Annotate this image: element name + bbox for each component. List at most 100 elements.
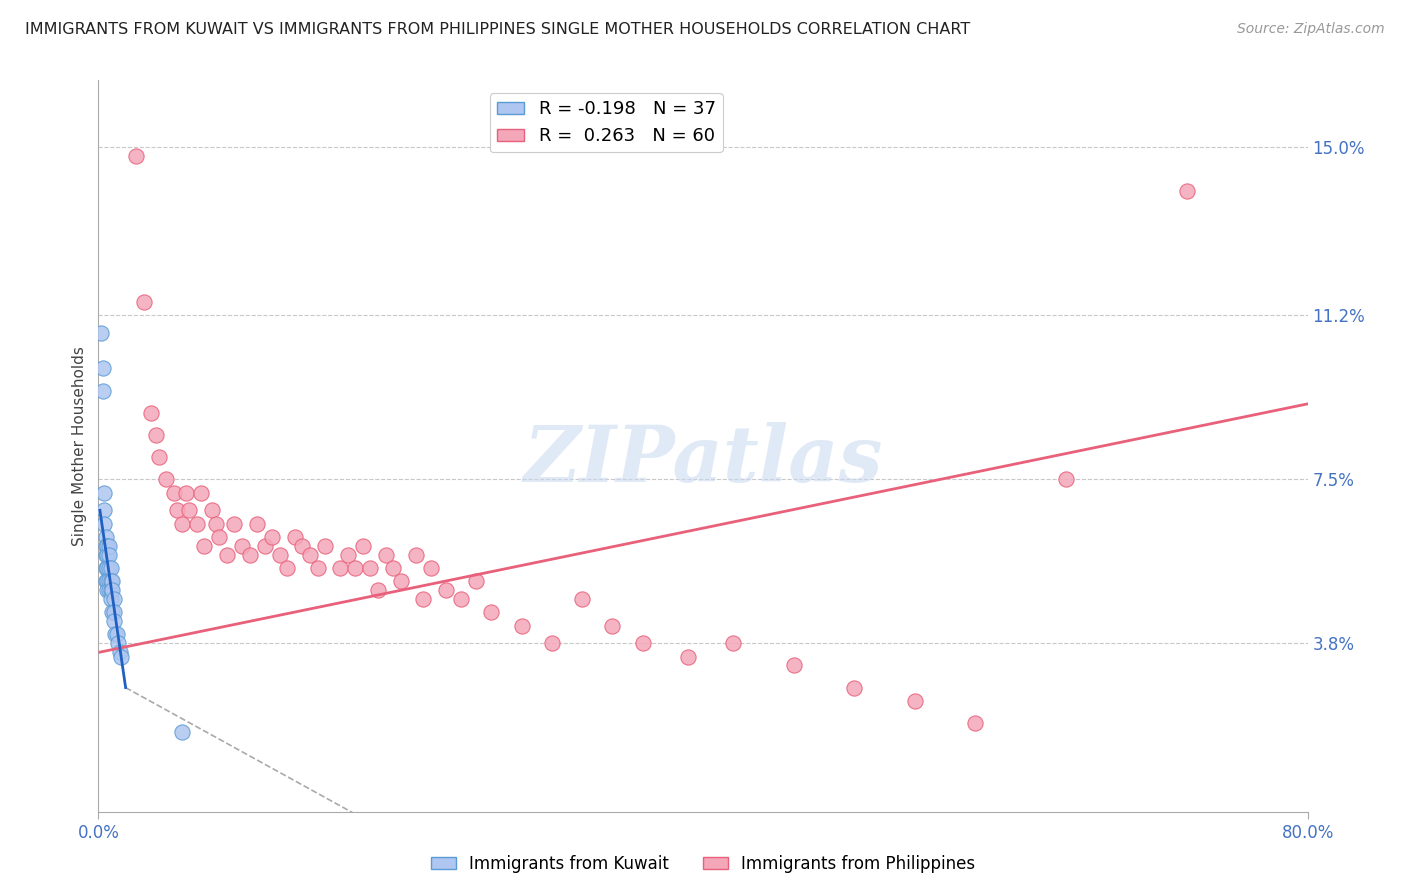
Point: [132, 294, 155, 309]
Point: [631, 636, 654, 650]
Point: [186, 516, 208, 531]
Point: [367, 583, 389, 598]
Point: [125, 148, 148, 162]
Point: [94, 561, 117, 575]
Point: [100, 561, 122, 575]
Point: [276, 561, 298, 575]
Point: [723, 636, 745, 650]
Point: [269, 548, 291, 562]
Point: [174, 485, 197, 500]
Point: [103, 614, 125, 628]
Point: [91, 361, 114, 376]
Point: [179, 503, 201, 517]
Point: [1175, 184, 1198, 198]
Point: [231, 539, 253, 553]
Point: [201, 503, 224, 517]
Point: [155, 472, 177, 486]
Point: [110, 649, 132, 664]
Point: [108, 645, 131, 659]
Text: IMMIGRANTS FROM KUWAIT VS IMMIGRANTS FROM PHILIPPINES SINGLE MOTHER HOUSEHOLDS C: IMMIGRANTS FROM KUWAIT VS IMMIGRANTS FRO…: [25, 22, 970, 37]
Point: [163, 485, 186, 500]
Point: [148, 450, 170, 464]
Point: [299, 548, 322, 562]
Point: [96, 548, 118, 562]
Point: [91, 384, 114, 398]
Point: [329, 561, 352, 575]
Point: [208, 530, 231, 544]
Point: [96, 574, 118, 589]
Legend: R = -0.198   N = 37, R =  0.263   N = 60: R = -0.198 N = 37, R = 0.263 N = 60: [489, 93, 723, 153]
Point: [170, 725, 193, 739]
Point: [336, 548, 359, 562]
Point: [98, 561, 121, 575]
Point: [510, 618, 533, 632]
Text: Source: ZipAtlas.com: Source: ZipAtlas.com: [1237, 22, 1385, 37]
Point: [676, 649, 699, 664]
Point: [101, 574, 124, 589]
Point: [93, 485, 115, 500]
Point: [98, 539, 121, 553]
Point: [571, 591, 593, 606]
Point: [170, 516, 193, 531]
Point: [344, 561, 367, 575]
Point: [101, 605, 124, 619]
Point: [374, 548, 396, 562]
Point: [481, 605, 503, 619]
Point: [389, 574, 412, 589]
Point: [360, 561, 382, 575]
Point: [98, 548, 121, 562]
Point: [100, 583, 122, 598]
Point: [405, 548, 427, 562]
Point: [101, 583, 124, 598]
Point: [205, 516, 228, 531]
Point: [93, 516, 115, 531]
Point: [239, 548, 262, 562]
Point: [190, 485, 212, 500]
Point: [94, 530, 117, 544]
Point: [382, 561, 405, 575]
Point: [253, 539, 276, 553]
Point: [145, 428, 167, 442]
Point: [103, 605, 125, 619]
Point: [193, 539, 215, 553]
Point: [94, 539, 117, 553]
Point: [412, 591, 434, 606]
Point: [96, 561, 118, 575]
Point: [783, 658, 806, 673]
Point: [94, 548, 117, 562]
Point: [100, 574, 122, 589]
Point: [352, 539, 374, 553]
Point: [215, 548, 238, 562]
Point: [141, 406, 163, 420]
Point: [450, 591, 472, 606]
Point: [94, 574, 117, 589]
Y-axis label: Single Mother Households: Single Mother Households: [72, 346, 87, 546]
Point: [965, 716, 987, 731]
Point: [105, 627, 128, 641]
Point: [224, 516, 246, 531]
Point: [540, 636, 562, 650]
Point: [904, 694, 927, 708]
Point: [262, 530, 284, 544]
Point: [1054, 472, 1077, 486]
Point: [246, 516, 269, 531]
Point: [420, 561, 443, 575]
Point: [100, 591, 122, 606]
Point: [98, 583, 121, 598]
Point: [844, 681, 866, 695]
Point: [434, 583, 457, 598]
Point: [96, 539, 118, 553]
Point: [93, 503, 115, 517]
Point: [98, 574, 121, 589]
Point: [107, 636, 129, 650]
Point: [465, 574, 488, 589]
Point: [103, 591, 125, 606]
Point: [307, 561, 329, 575]
Legend: Immigrants from Kuwait, Immigrants from Philippines: Immigrants from Kuwait, Immigrants from …: [425, 848, 981, 880]
Point: [284, 530, 307, 544]
Point: [104, 627, 127, 641]
Point: [90, 326, 112, 340]
Point: [291, 539, 314, 553]
Text: ZIPatlas: ZIPatlas: [523, 423, 883, 499]
Point: [602, 618, 624, 632]
